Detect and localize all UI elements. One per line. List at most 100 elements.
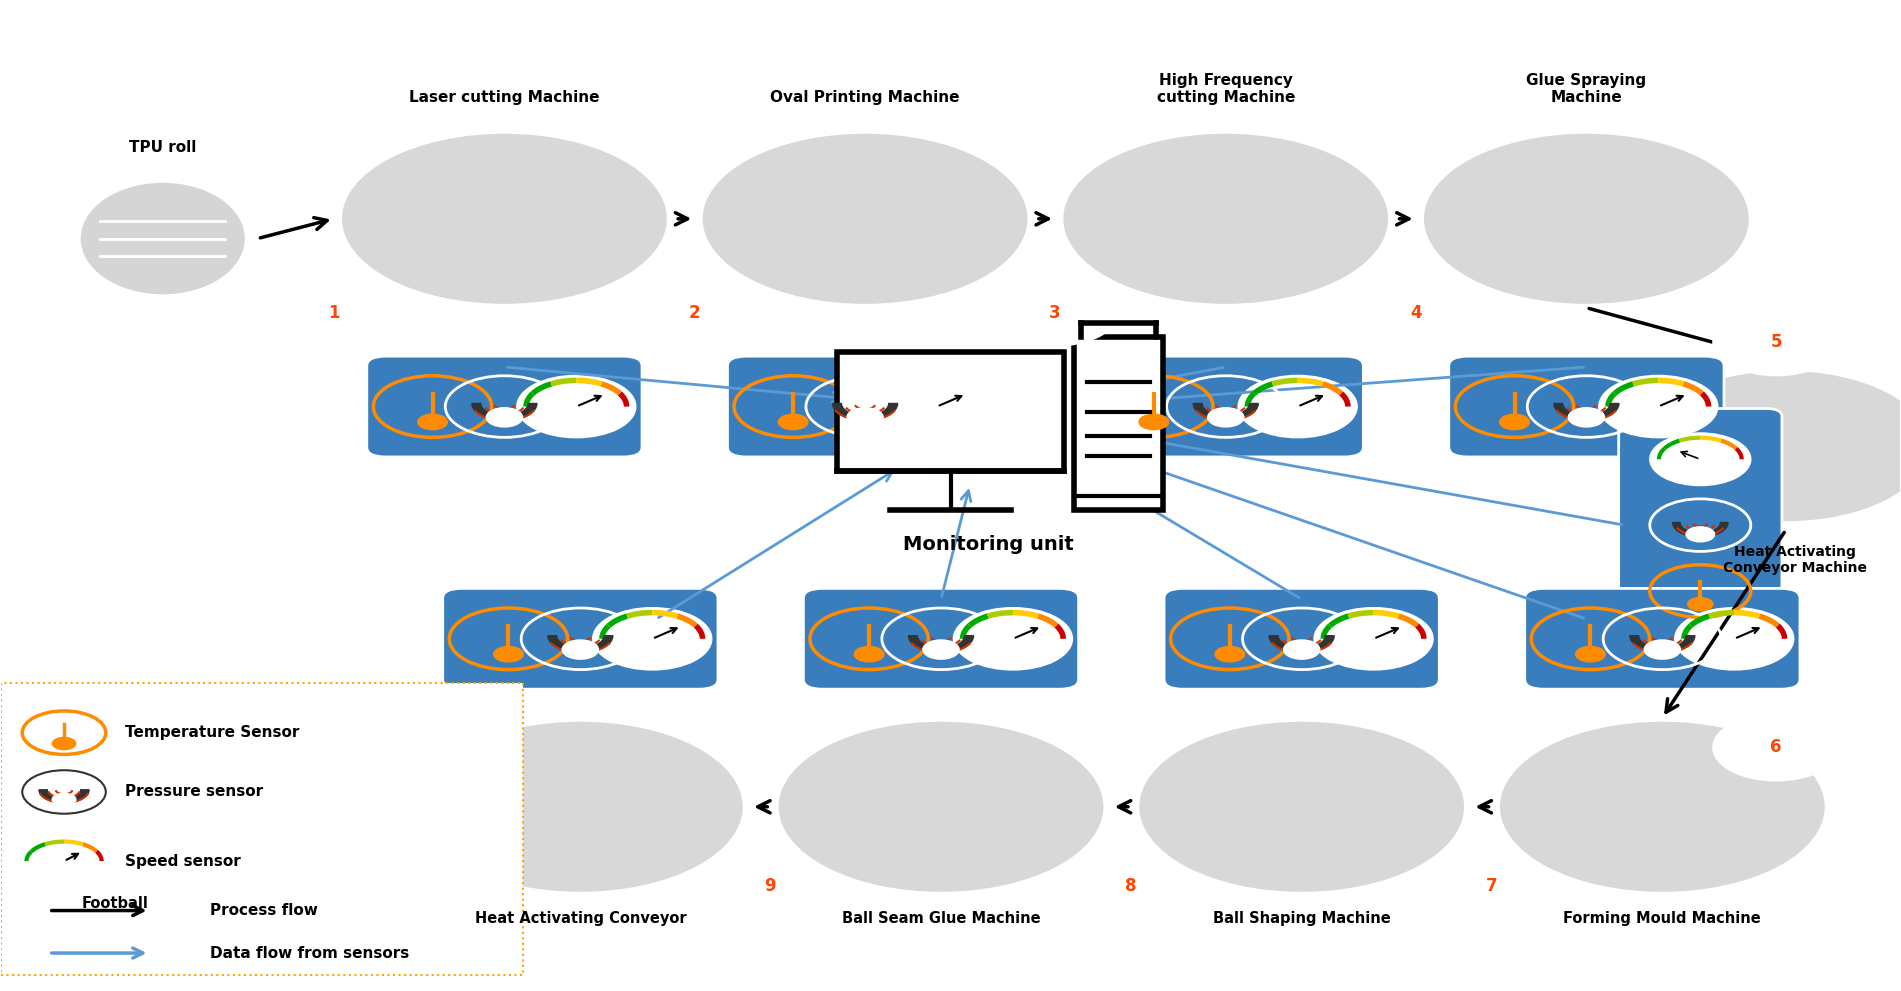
Circle shape <box>1599 376 1717 437</box>
Text: Football: Football <box>82 896 148 911</box>
Circle shape <box>1713 310 1838 375</box>
Circle shape <box>1568 408 1604 426</box>
FancyBboxPatch shape <box>728 356 1002 457</box>
Circle shape <box>1354 280 1479 345</box>
Text: 4: 4 <box>1411 303 1422 322</box>
Circle shape <box>1215 646 1245 662</box>
Wedge shape <box>833 403 897 420</box>
Circle shape <box>1644 640 1680 659</box>
Circle shape <box>342 135 665 303</box>
Text: Heat Activating Conveyor: Heat Activating Conveyor <box>475 911 686 926</box>
Circle shape <box>848 408 882 426</box>
Text: 3: 3 <box>1049 303 1061 322</box>
Circle shape <box>992 280 1118 345</box>
Circle shape <box>1430 853 1555 919</box>
Text: Laser cutting Machine: Laser cutting Machine <box>409 90 599 105</box>
Circle shape <box>779 722 1103 891</box>
Circle shape <box>418 722 741 891</box>
Text: Oval Printing Machine: Oval Printing Machine <box>770 90 960 105</box>
Text: High Frequency
cutting Machine: High Frequency cutting Machine <box>1156 72 1295 105</box>
Text: 9: 9 <box>764 877 776 895</box>
Text: Monitoring unit: Monitoring unit <box>903 535 1074 554</box>
Circle shape <box>487 408 523 426</box>
Text: Pressure sensor: Pressure sensor <box>125 785 262 800</box>
Circle shape <box>418 414 447 430</box>
Circle shape <box>1642 372 1901 520</box>
Wedge shape <box>40 790 89 803</box>
Circle shape <box>53 737 76 749</box>
FancyBboxPatch shape <box>1074 337 1163 510</box>
Circle shape <box>1207 408 1243 426</box>
Wedge shape <box>1194 403 1258 420</box>
Circle shape <box>1650 433 1751 486</box>
Circle shape <box>116 737 260 813</box>
FancyBboxPatch shape <box>443 589 719 689</box>
Circle shape <box>878 376 996 437</box>
Circle shape <box>1500 414 1528 430</box>
Text: 6: 6 <box>1770 738 1781 756</box>
Circle shape <box>1576 646 1604 662</box>
Circle shape <box>1426 135 1747 303</box>
Circle shape <box>1688 598 1713 610</box>
Circle shape <box>53 794 76 806</box>
Circle shape <box>0 801 116 876</box>
FancyBboxPatch shape <box>1618 408 1781 642</box>
Text: 2: 2 <box>688 303 700 322</box>
Wedge shape <box>1673 522 1728 537</box>
Circle shape <box>1314 608 1433 670</box>
Text: 10: 10 <box>302 877 327 895</box>
Circle shape <box>1283 640 1319 659</box>
Circle shape <box>1068 853 1194 919</box>
Circle shape <box>854 646 884 662</box>
Text: Ball Shaping Machine: Ball Shaping Machine <box>1213 911 1390 926</box>
Circle shape <box>563 640 599 659</box>
FancyBboxPatch shape <box>836 352 1065 471</box>
Circle shape <box>1091 462 1144 490</box>
Text: Speed sensor: Speed sensor <box>125 853 241 869</box>
Text: 1: 1 <box>327 303 338 322</box>
Circle shape <box>778 414 808 430</box>
Circle shape <box>1238 376 1357 437</box>
Circle shape <box>1065 135 1388 303</box>
Circle shape <box>494 646 523 662</box>
Circle shape <box>1139 414 1169 430</box>
Circle shape <box>116 801 260 876</box>
Text: Ball Seam Glue Machine: Ball Seam Glue Machine <box>842 911 1040 926</box>
Circle shape <box>707 853 833 919</box>
Text: TPU roll: TPU roll <box>129 140 196 155</box>
FancyBboxPatch shape <box>1163 589 1439 689</box>
Wedge shape <box>1553 403 1620 420</box>
Circle shape <box>272 280 395 345</box>
Circle shape <box>703 135 1027 303</box>
Circle shape <box>1713 715 1838 780</box>
Wedge shape <box>471 403 536 420</box>
Text: Temperature Sensor: Temperature Sensor <box>125 725 298 740</box>
Wedge shape <box>909 635 973 653</box>
Text: 8: 8 <box>1125 877 1137 895</box>
Circle shape <box>631 280 757 345</box>
Text: Process flow: Process flow <box>211 903 317 918</box>
Circle shape <box>924 640 958 659</box>
FancyBboxPatch shape <box>1449 356 1724 457</box>
Circle shape <box>1675 608 1793 670</box>
FancyBboxPatch shape <box>804 589 1078 689</box>
Circle shape <box>0 737 116 813</box>
FancyBboxPatch shape <box>1525 589 1800 689</box>
Text: 7: 7 <box>1487 877 1498 895</box>
Circle shape <box>593 608 711 670</box>
Text: Heat Activating
Conveyor Machine: Heat Activating Conveyor Machine <box>1722 545 1867 575</box>
FancyBboxPatch shape <box>1087 356 1363 457</box>
Text: Forming Mould Machine: Forming Mould Machine <box>1563 911 1760 926</box>
FancyBboxPatch shape <box>2 683 523 975</box>
Circle shape <box>1502 722 1823 891</box>
Circle shape <box>954 608 1072 670</box>
Wedge shape <box>1270 635 1335 653</box>
Circle shape <box>253 853 376 919</box>
Circle shape <box>517 376 635 437</box>
FancyBboxPatch shape <box>367 356 643 457</box>
Ellipse shape <box>82 184 243 293</box>
Text: Data flow from sensors: Data flow from sensors <box>211 945 409 960</box>
Text: 5: 5 <box>1770 333 1781 352</box>
Wedge shape <box>1629 635 1696 653</box>
Text: Glue Spraying
Machine: Glue Spraying Machine <box>1527 72 1646 105</box>
